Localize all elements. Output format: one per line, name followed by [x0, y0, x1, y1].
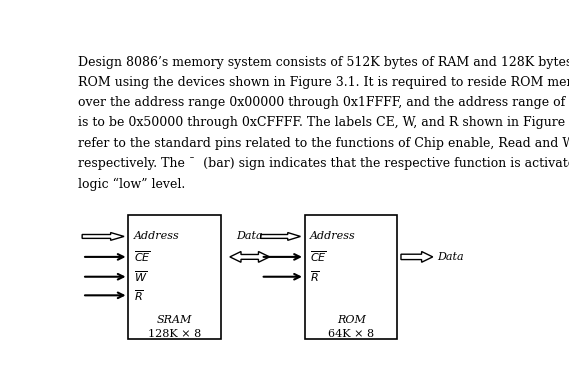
Polygon shape [261, 232, 300, 240]
Text: refer to the standard pins related to the functions of Chip enable, Read and Wri: refer to the standard pins related to th… [78, 137, 569, 150]
Text: $\overline{W}$: $\overline{W}$ [134, 269, 147, 284]
Text: SRAM: SRAM [157, 315, 192, 325]
Polygon shape [82, 232, 124, 240]
Text: respectively. The ¯  (bar) sign indicates that the respective function is activa: respectively. The ¯ (bar) sign indicates… [78, 157, 569, 170]
Bar [129, 215, 221, 340]
Bar [305, 215, 397, 340]
Polygon shape [401, 251, 432, 262]
Text: $\overline{CE}$: $\overline{CE}$ [134, 249, 151, 264]
Text: 64K × 8: 64K × 8 [328, 329, 374, 339]
Text: Data: Data [236, 231, 263, 241]
Text: Design 8086’s memory system consists of 512K bytes of RAM and 128K bytes of: Design 8086’s memory system consists of … [78, 55, 569, 69]
Text: over the address range 0x00000 through 0x1FFFF, and the address range of the RAM: over the address range 0x00000 through 0… [78, 96, 569, 109]
Text: Address: Address [310, 231, 356, 241]
Text: logic “low” level.: logic “low” level. [78, 177, 185, 191]
Text: $\overline{R}$: $\overline{R}$ [134, 288, 143, 303]
Text: ROM using the devices shown in Figure 3.1. It is required to reside ROM memory: ROM using the devices shown in Figure 3.… [78, 76, 569, 89]
Text: 128K × 8: 128K × 8 [148, 329, 201, 339]
Text: Address: Address [134, 231, 179, 241]
Text: Data: Data [437, 252, 464, 262]
Text: $\overline{CE}$: $\overline{CE}$ [310, 249, 327, 264]
Polygon shape [230, 251, 270, 262]
Text: ROM: ROM [337, 315, 365, 325]
Text: $\overline{R}$: $\overline{R}$ [310, 269, 320, 284]
Text: is to be 0x50000 through 0xCFFFF. The labels CE, W, and R shown in Figure 3.1: is to be 0x50000 through 0xCFFFF. The la… [78, 116, 569, 130]
